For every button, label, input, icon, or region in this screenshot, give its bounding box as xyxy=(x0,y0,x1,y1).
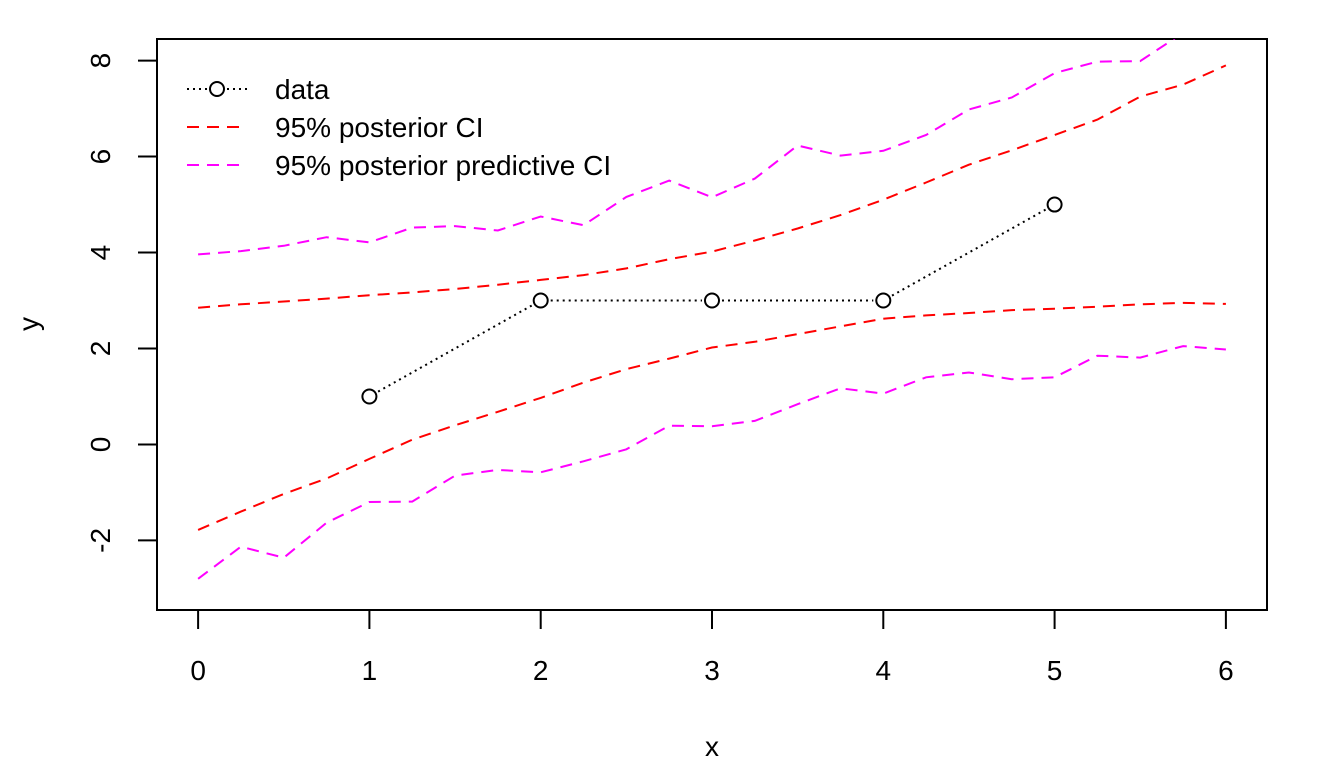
data-point xyxy=(532,292,549,309)
legend-label: 95% posterior CI xyxy=(275,112,484,143)
x-axis-title: x xyxy=(705,731,719,762)
y-tick-label: -2 xyxy=(85,528,116,553)
y-axis-title: y xyxy=(13,317,44,331)
series-layer xyxy=(197,39,1227,580)
data-point xyxy=(1046,196,1063,213)
legend-label: data xyxy=(275,74,330,105)
data-point xyxy=(875,292,892,309)
legend: data 95% posterior CI 95% posterior predic… xyxy=(187,74,611,181)
legend-marker xyxy=(209,81,225,97)
data-line-segment xyxy=(891,208,1047,297)
y-tick-label: 8 xyxy=(85,53,116,69)
y-tick-label: 2 xyxy=(85,341,116,357)
ci-line xyxy=(197,345,1226,580)
data-point xyxy=(361,388,378,405)
x-tick-label: 6 xyxy=(1218,655,1234,686)
series-posterior-predictive-ci-lower xyxy=(197,345,1226,580)
legend-label: 95% posterior predictive CI xyxy=(275,150,611,181)
x-axis: 0 1 2 3 4 5 6 xyxy=(190,609,1234,686)
data-point xyxy=(704,292,720,309)
x-tick-label: 2 xyxy=(533,655,549,686)
ci-line xyxy=(197,301,1226,531)
legend-item: data xyxy=(187,74,330,105)
series-posterior-ci-upper xyxy=(198,64,1227,309)
y-tick-label: 0 xyxy=(85,437,116,453)
y-axis: -2 0 2 4 6 8 xyxy=(85,53,158,553)
y-tick-label: 6 xyxy=(85,149,116,165)
x-tick-label: 0 xyxy=(190,655,206,686)
legend-item: 95% posterior CI xyxy=(187,112,484,143)
series-posterior-ci-lower xyxy=(197,301,1226,531)
ci-line xyxy=(198,64,1227,309)
y-tick-label: 4 xyxy=(85,245,116,261)
series-data xyxy=(361,196,1063,405)
legend-item: 95% posterior predictive CI xyxy=(187,150,611,181)
data-line-segment xyxy=(377,304,533,393)
x-tick-label: 5 xyxy=(1047,655,1063,686)
x-tick-label: 4 xyxy=(876,655,892,686)
x-tick-label: 3 xyxy=(704,655,720,686)
x-tick-label: 1 xyxy=(362,655,378,686)
